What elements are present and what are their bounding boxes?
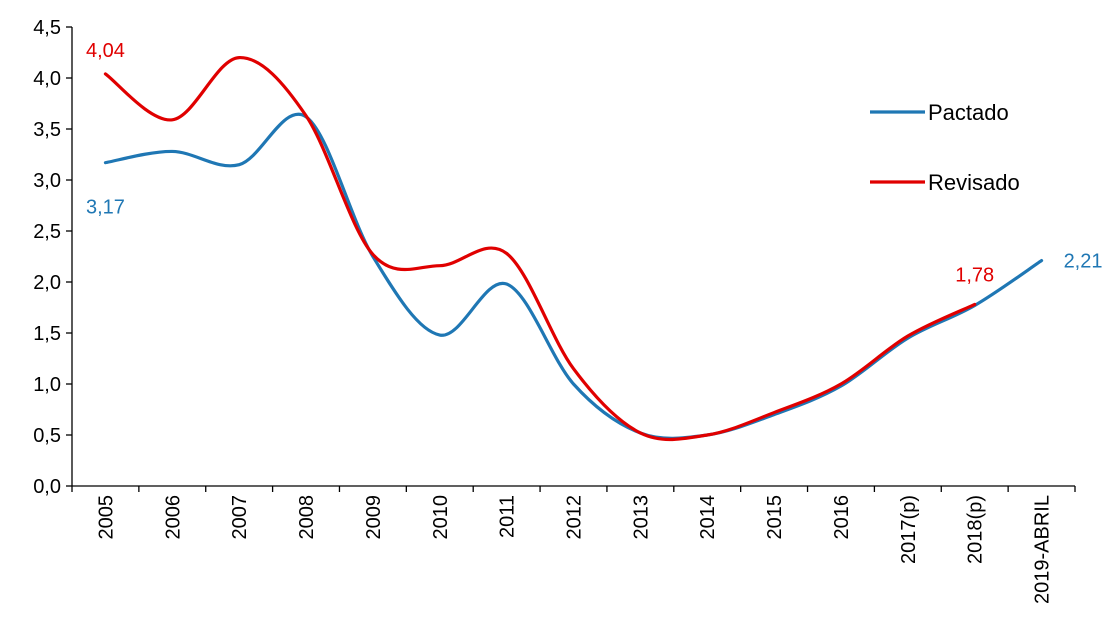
y-axis: 0,0 0,5 1,0 1,5 2,0 2,5 3,0 3,5 4,0 4,5: [33, 17, 73, 498]
x-tick-label: 2008: [296, 495, 318, 540]
x-tick-label: 2013: [630, 495, 652, 540]
series-line-pactado: [103, 112, 1044, 440]
y-tick-label: 0,5: [33, 425, 61, 447]
y-tick-label: 0,0: [33, 476, 61, 498]
x-tick-label: 2017(p): [898, 495, 920, 564]
x-tick-label: 2010: [430, 495, 452, 540]
y-tick-label: 1,0: [33, 374, 61, 396]
y-tick-label: 4,0: [33, 68, 61, 90]
plot-area: [103, 55, 1044, 442]
x-tick-label: 2012: [564, 495, 586, 540]
x-tick-label: 2007: [229, 495, 251, 540]
x-tick-label: 2019-ABRIL: [1032, 495, 1054, 604]
x-tick-label: 2014: [697, 495, 719, 540]
y-tick-label: 3,0: [33, 170, 61, 192]
x-tick-label: 2015: [764, 495, 786, 540]
data-label-pactado-2019-abril: 2,21: [1064, 251, 1103, 273]
x-tick-label: 2005: [95, 495, 117, 540]
x-axis: 2005 2006 2007 2008 2009 2010 2011 2012 2013 2014…: [71, 485, 1076, 604]
y-tick-label: 4,5: [33, 17, 61, 39]
data-label-revisado-2005: 4,04: [86, 40, 125, 62]
data-label-revisado-2018-p: 1,78: [955, 264, 994, 286]
data-labels: 4,04 3,17 1,78 2,21: [86, 40, 1103, 287]
x-tick-label: 2016: [831, 495, 853, 540]
x-tick-label: 2018(p): [965, 495, 987, 564]
y-tick-label: 3,5: [33, 119, 61, 141]
y-tick-label: 1,5: [33, 323, 61, 345]
data-label-pactado-2005: 3,17: [86, 197, 125, 219]
legend-label-pactado: Pactado: [928, 100, 1009, 125]
series-line-revisado: [103, 55, 977, 442]
legend-label-revisado: Revisado: [928, 170, 1020, 195]
y-tick-label: 2,5: [33, 221, 61, 243]
y-tick-label: 2,0: [33, 272, 61, 294]
x-tick-label: 2009: [363, 495, 385, 540]
x-tick-label: 2006: [162, 495, 184, 540]
legend: Pactado Revisado: [870, 100, 1020, 195]
x-tick-label: 2011: [497, 495, 519, 538]
